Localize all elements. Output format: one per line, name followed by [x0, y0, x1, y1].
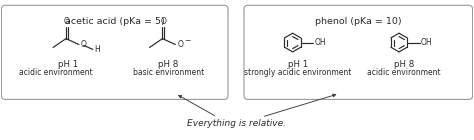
Text: pH 1: pH 1: [58, 60, 78, 69]
Text: O: O: [177, 40, 183, 49]
Text: OH: OH: [421, 38, 432, 47]
FancyBboxPatch shape: [244, 5, 473, 99]
Text: Everything is relative.: Everything is relative.: [188, 119, 286, 128]
Text: strongly acidic environment: strongly acidic environment: [244, 68, 351, 77]
FancyBboxPatch shape: [1, 5, 228, 99]
Text: acidic environment: acidic environment: [367, 68, 441, 77]
Text: pH 1: pH 1: [288, 60, 308, 69]
Text: O: O: [161, 17, 166, 26]
Text: basic environment: basic environment: [133, 68, 204, 77]
Text: H: H: [94, 45, 100, 54]
Text: pH 8: pH 8: [394, 60, 414, 69]
Text: acetic acid (pKa = 5): acetic acid (pKa = 5): [65, 17, 164, 26]
Text: pH 8: pH 8: [158, 60, 179, 69]
Text: −: −: [184, 36, 191, 45]
Text: O: O: [81, 40, 87, 49]
Text: acidic environment: acidic environment: [19, 68, 93, 77]
Text: OH: OH: [314, 38, 326, 47]
Text: O: O: [64, 17, 70, 26]
Text: phenol (pKa = 10): phenol (pKa = 10): [315, 17, 401, 26]
